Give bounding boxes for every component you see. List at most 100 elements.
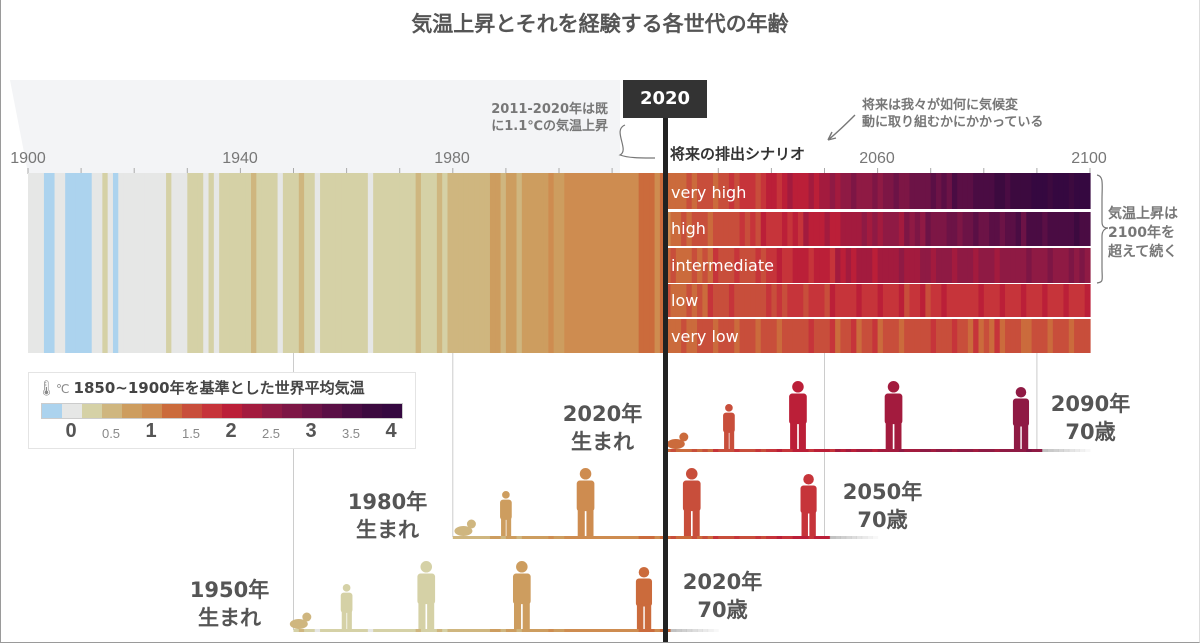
lifeline-segment [670,449,677,452]
scenario-stripe-high [872,212,879,246]
thermometer-icon: 🌡 [37,379,57,397]
scenario-stripe-high [1047,212,1054,246]
lifeline-segment [585,536,592,539]
scenario-stripe-very-high [797,173,804,209]
historical-stripe [569,173,576,353]
scenario-stripe-low [707,284,714,317]
lifeline-segment [1084,449,1091,452]
lifeline-segment [787,536,794,539]
historical-stripe [601,173,608,353]
scenario-stripe-high [946,212,953,246]
historical-stripe [144,173,151,353]
scenario-stripe-very-low [893,319,900,353]
historical-stripe [181,173,188,353]
lifeline-segment [553,629,560,632]
scenario-stripe-intermediate [951,248,958,283]
lifeline-segment [989,449,995,452]
lifeline-segment [474,629,480,632]
scenario-stripe-intermediate [718,248,725,283]
scenario-stripe-intermediate [782,248,788,283]
scenario-stripe-very-high [829,173,836,209]
scenario-stripe-high [771,212,778,246]
historical-stripe [266,173,273,353]
person-silhouette [723,404,735,449]
person-silhouette [1012,387,1030,449]
scenario-stripe-intermediate [909,248,916,283]
scenario-stripe-high [904,212,911,246]
legend-swatch [62,404,82,418]
scenario-stripe-very-low [973,319,980,353]
lifeline-segment [728,536,735,539]
scenario-stripe-low [1052,284,1059,317]
scenario-stripe-very-low [728,319,735,353]
lifeline-segment [643,629,650,632]
lifeline-segment [628,629,634,632]
lifeline-segment [505,629,512,632]
scenario-stripe-low [803,284,810,317]
lifeline-segment [649,629,656,632]
lifeline-segment [1026,449,1033,452]
leg-shape [790,421,798,449]
leg-shape [894,421,902,449]
lifeline-segment [1020,449,1027,452]
lifeline-segment [606,629,613,632]
scenario-stripe-low [951,284,958,317]
lifeline-segment [787,449,794,452]
torso-shape [340,592,353,613]
torso-shape [1012,398,1030,427]
lifeline-segment [782,449,788,452]
legend-tick: 4 [385,420,397,442]
scenario-stripe-very-high [1026,173,1033,209]
lifeline-segment [718,449,725,452]
scenario-stripe-high [1084,212,1091,246]
scenario-stripe-very-low [920,319,926,353]
scenario-stripe-low [670,284,677,317]
scenario-stripe-very-low [925,319,932,353]
scenario-stripe-very-low [755,319,762,353]
scenario-stripe-very-low [686,319,693,353]
lifeline-segment [771,449,778,452]
leg-shape [506,518,512,536]
scenario-stripe-high [803,212,810,246]
person-silhouette [512,561,531,629]
lifeline-segment [691,536,698,539]
lifeline-segment [468,629,475,632]
lifeline-segment [967,449,974,452]
head-shape [792,381,804,393]
leg-shape [347,611,352,629]
lifeline-segment [983,449,990,452]
historical-stripe [351,173,358,353]
lifeline-segment [383,629,390,632]
leg-shape [729,431,735,449]
scenario-stripe-high [973,212,980,246]
lifeline-segment [686,449,693,452]
scenario-stripe-high [893,212,900,246]
scenarios-heading: 将来の排出シナリオ [670,145,806,163]
body-shape [454,526,473,536]
legend-unit: ℃ [56,382,70,396]
scenario-stripe-very-low [1052,319,1059,353]
lifeline-segment [813,449,820,452]
scenario-stripe-high [787,212,794,246]
person-silhouette [789,381,807,449]
scenario-stripe-low [989,284,996,317]
lifeline-segment [1005,449,1011,452]
scenario-stripe-very-high [1052,173,1059,209]
scenario-stripe-very-high [1068,173,1075,209]
lifeline-segment [484,629,491,632]
historical-stripe [81,173,88,353]
historical-stripe [649,173,656,353]
lifeline-segment [755,536,762,539]
scenario-stripe-high [861,212,868,246]
scenario-stripe-very-low [750,319,757,353]
lifeline-segment [654,629,661,632]
torso-shape [800,485,817,514]
scenario-stripe-low [925,284,932,317]
scenario-stripe-very-high [681,173,688,209]
lifeline-segment [744,536,751,539]
scenario-stripe-low [697,284,703,317]
scenario-stripe-intermediate [787,248,794,283]
scenario-stripe-very-high [771,173,778,209]
born-year: 1980年 [347,490,428,514]
scenario-stripe-high [1068,212,1075,246]
